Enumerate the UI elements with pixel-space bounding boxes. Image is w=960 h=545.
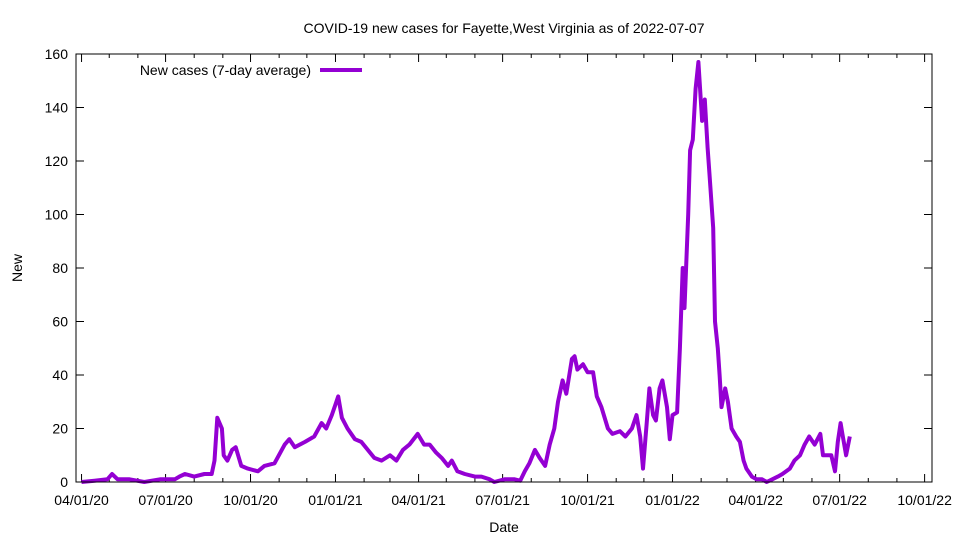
x-tick-label: 10/01/20 — [223, 492, 278, 508]
legend: New cases (7-day average) — [140, 62, 362, 78]
y-tick-label: 40 — [52, 367, 68, 383]
y-tick-label: 0 — [60, 474, 68, 490]
y-tick-label: 160 — [45, 46, 69, 62]
x-tick-label: 07/01/21 — [475, 492, 530, 508]
x-tick-label: 04/01/22 — [728, 492, 783, 508]
x-axis-label: Date — [489, 519, 519, 535]
y-axis-label: New — [9, 253, 25, 282]
y-tick-label: 100 — [45, 207, 69, 223]
y-tick-label: 80 — [52, 260, 68, 276]
y-tick-label: 60 — [52, 314, 68, 330]
x-tick-label: 10/01/21 — [560, 492, 615, 508]
series-line-new-cases — [82, 62, 850, 482]
x-tick-label: 01/01/21 — [308, 492, 363, 508]
y-tick-label: 140 — [45, 100, 69, 116]
x-tick-label: 01/01/22 — [645, 492, 700, 508]
y-tick-label: 120 — [45, 153, 69, 169]
plot-area — [81, 62, 849, 482]
y-tick-label: 20 — [52, 421, 68, 437]
x-tick-label: 04/01/21 — [391, 492, 446, 508]
chart-title: COVID-19 new cases for Fayette,West Virg… — [303, 20, 704, 36]
legend-label: New cases (7-day average) — [140, 62, 311, 78]
x-tick-label: 07/01/20 — [138, 492, 193, 508]
x-tick-label: 10/01/22 — [897, 492, 952, 508]
plot-frame — [76, 54, 932, 482]
x-tick-label: 07/01/22 — [812, 492, 867, 508]
x-tick-label: 04/01/20 — [54, 492, 109, 508]
